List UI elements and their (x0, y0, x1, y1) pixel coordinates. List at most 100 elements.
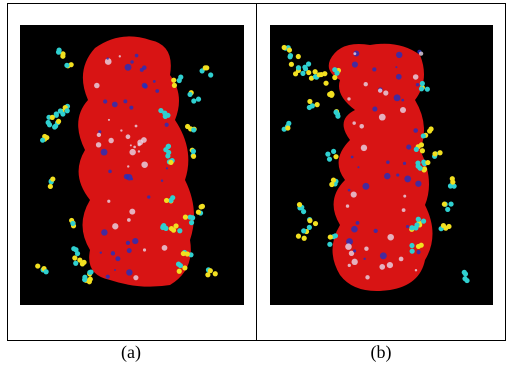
ion-dot (295, 53, 301, 60)
panel-label: (a) (121, 342, 141, 363)
surface-speck (396, 173, 400, 177)
ion-dot (57, 108, 63, 114)
surface-speck (401, 208, 406, 212)
ion-dot (68, 62, 74, 68)
ion-dot (49, 114, 55, 120)
surface-speck (94, 82, 100, 89)
ion-dot (173, 223, 179, 229)
surface-speck (365, 275, 370, 280)
ion-dot (81, 259, 87, 265)
surface-speck (351, 225, 358, 233)
ion-dot (413, 225, 419, 231)
surface-speck (345, 243, 352, 250)
ion-dot (323, 80, 329, 86)
surface-speck (372, 106, 378, 112)
ion-dot (185, 123, 191, 130)
ion-dot (77, 257, 83, 263)
ion-dot (40, 137, 46, 143)
surface-speck (107, 118, 111, 122)
surface-speck (346, 238, 353, 246)
ion-dot (182, 265, 188, 271)
surface-speck (395, 73, 402, 80)
ion-dot (409, 242, 415, 249)
surface-speck (372, 67, 377, 72)
surface-speck (134, 124, 138, 128)
ion-dot (180, 250, 186, 257)
ion-dot (171, 82, 178, 88)
ion-dot (87, 276, 93, 282)
ion-dot (306, 104, 312, 111)
surface-speck (403, 194, 407, 198)
surface-speck (96, 132, 102, 138)
surface-speck (104, 58, 112, 65)
ion-dot (409, 248, 415, 254)
ion-dot (191, 98, 197, 104)
ion-dot (73, 247, 79, 253)
ion-dot (295, 233, 302, 239)
surface-speck (100, 148, 108, 156)
ion-dot (421, 167, 427, 173)
surface-speck (379, 252, 387, 260)
surface-speck (379, 264, 386, 270)
ion-dot (462, 271, 469, 277)
surface-speck (118, 55, 121, 58)
surface-speck (120, 129, 123, 132)
ion-dot (332, 74, 338, 81)
ion-dot (307, 98, 313, 105)
ion-dot (158, 107, 164, 114)
surface-speck (129, 105, 134, 110)
ion-dot (50, 176, 56, 182)
ion-dot (82, 277, 88, 283)
surface-speck (418, 51, 424, 56)
ion-dot (418, 86, 425, 92)
surface-speck (352, 121, 356, 125)
surface-speck (125, 240, 131, 245)
ion-dot (168, 225, 175, 232)
surface-speck (142, 248, 147, 252)
ion-dot (327, 241, 333, 247)
ion-dot (448, 201, 454, 207)
ion-dot (327, 234, 333, 240)
ion-dot (87, 269, 93, 276)
surface-speck (386, 160, 390, 164)
surface-speck (132, 237, 139, 245)
surface-speck (401, 98, 405, 102)
surface-speck (348, 250, 355, 256)
surface-speck (347, 188, 351, 192)
ion-dot (446, 223, 452, 230)
ion-dot (162, 113, 168, 120)
ion-dot (295, 65, 302, 71)
ion-dot (177, 228, 183, 234)
surface-speck (129, 144, 132, 147)
ion-dot (285, 125, 291, 131)
ion-dot (425, 159, 431, 166)
surface-speck (147, 195, 151, 199)
surface-speck (384, 172, 391, 180)
ion-dot (330, 148, 337, 155)
surface-speck (405, 224, 410, 229)
ion-dot (168, 197, 174, 203)
ion-dot (306, 224, 312, 230)
surface-speck (124, 63, 132, 71)
surface-speck (108, 169, 112, 174)
ion-dot (165, 143, 172, 149)
ion-dot (328, 92, 335, 98)
ion-dot (314, 101, 320, 108)
ion-dot (333, 109, 339, 115)
ion-dot (413, 146, 419, 152)
ion-dot (409, 225, 415, 231)
ion-dot (417, 165, 423, 171)
surface-speck (415, 82, 420, 87)
ion-dot (195, 96, 202, 102)
surface-speck (110, 251, 116, 256)
ion-dot (419, 148, 426, 154)
surface-speck (362, 182, 370, 190)
surface-speck (137, 150, 141, 153)
surface-speck (101, 229, 108, 236)
ion-dot (450, 179, 456, 185)
ion-dot (46, 122, 53, 128)
ion-dot (332, 67, 338, 73)
ion-dot (420, 133, 426, 139)
